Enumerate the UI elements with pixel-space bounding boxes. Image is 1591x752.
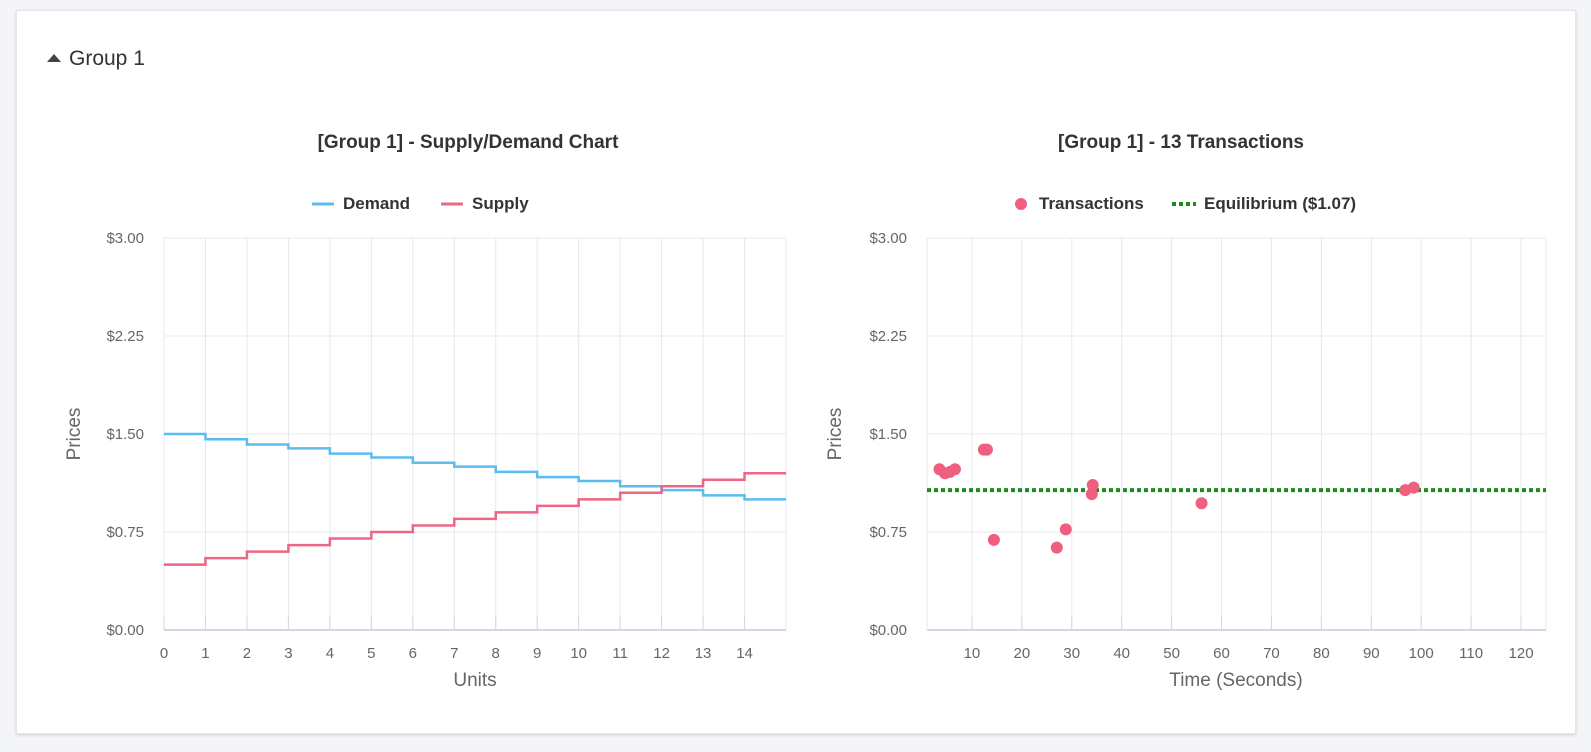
x-tick-label: 3 [284, 645, 292, 662]
y-tick-label: $2.25 [869, 328, 907, 345]
x-tick-label: 13 [695, 645, 712, 662]
legend-item-supply[interactable]: Supply [441, 194, 529, 213]
x-tick-label: 9 [533, 645, 541, 662]
x-tick-label: 120 [1509, 645, 1534, 662]
chart-title: [Group 1] - 13 Transactions [1058, 132, 1304, 153]
group-toggle[interactable]: Group 1 [47, 47, 145, 71]
y-axis-ticks: $0.00 $0.75 $1.50 $2.25 $3.00 [106, 230, 144, 639]
x-tick-label: 50 [1163, 645, 1180, 662]
group-title: Group 1 [69, 47, 145, 70]
x-axis-label: Time (Seconds) [1169, 670, 1302, 691]
y-axis-label: Prices [64, 408, 85, 461]
series-line-supply [164, 471, 786, 566]
legend-item-demand[interactable]: Demand [312, 194, 410, 213]
x-tick-label: 70 [1263, 645, 1280, 662]
transaction-point[interactable] [1195, 497, 1208, 510]
y-tick-label: $0.75 [869, 524, 907, 541]
y-tick-label: $3.00 [106, 230, 144, 247]
y-axis-label: Prices [825, 408, 846, 461]
x-tick-label: 8 [492, 645, 500, 662]
x-tick-label: 11 [612, 645, 628, 662]
x-axis-ticks: 0 1 2 3 4 5 6 7 8 9 10 11 12 13 14 [160, 645, 753, 662]
x-tick-label: 5 [367, 645, 375, 662]
transaction-point[interactable] [1059, 523, 1072, 536]
series-line-demand [164, 432, 786, 501]
transaction-point[interactable] [1407, 481, 1420, 494]
transaction-point[interactable] [1050, 541, 1063, 554]
x-tick-label: 30 [1063, 645, 1080, 662]
legend-label-transactions: Transactions [1039, 194, 1144, 213]
transaction-point[interactable] [1085, 488, 1098, 501]
x-tick-label: 12 [653, 645, 670, 662]
x-tick-label: 10 [964, 645, 981, 662]
caret-up-icon [47, 54, 61, 62]
y-axis-ticks: $0.00 $0.75 $1.50 $2.25 $3.00 [869, 230, 907, 639]
grid [163, 237, 787, 631]
transaction-point[interactable] [987, 533, 1000, 546]
legend-item-equilibrium[interactable]: Equilibrium ($1.07) [1172, 194, 1356, 213]
x-tick-label: 20 [1014, 645, 1031, 662]
grid [926, 237, 1547, 631]
y-tick-label: $1.50 [106, 426, 144, 443]
series-group [927, 443, 1546, 554]
x-tick-label: 14 [736, 645, 753, 662]
x-tick-label: 60 [1213, 645, 1230, 662]
transaction-point[interactable] [1086, 478, 1099, 491]
x-tick-label: 10 [570, 645, 587, 662]
chart-title: [Group 1] - Supply/Demand Chart [318, 132, 620, 153]
x-axis-label: Units [453, 670, 496, 691]
x-tick-label: 100 [1409, 645, 1434, 662]
x-tick-label: 6 [409, 645, 417, 662]
y-tick-label: $0.00 [869, 622, 907, 639]
x-tick-label: 110 [1459, 645, 1483, 662]
y-tick-label: $3.00 [869, 230, 907, 247]
transaction-point[interactable] [980, 443, 993, 456]
legend-swatch-transactions [1015, 198, 1027, 210]
legend-label-supply: Supply [472, 194, 529, 213]
y-tick-label: $2.25 [106, 328, 144, 345]
transaction-point[interactable] [948, 463, 961, 476]
y-tick-label: $0.00 [106, 622, 144, 639]
legend-item-transactions[interactable]: Transactions [1015, 194, 1144, 213]
x-tick-label: 1 [201, 645, 209, 662]
legend-label-demand: Demand [343, 194, 410, 213]
x-tick-label: 2 [243, 645, 251, 662]
x-tick-label: 7 [450, 645, 458, 662]
legend-label-equilibrium: Equilibrium ($1.07) [1204, 194, 1356, 213]
x-tick-label: 4 [326, 645, 334, 662]
y-tick-label: $1.50 [869, 426, 907, 443]
y-tick-label: $0.75 [106, 524, 144, 541]
x-tick-label: 0 [160, 645, 168, 662]
x-tick-label: 80 [1313, 645, 1330, 662]
x-tick-label: 40 [1113, 645, 1130, 662]
x-axis-ticks: 10 20 30 40 50 60 70 80 90 100 110 120 [964, 645, 1534, 662]
transactions-chart: [Group 1] - 13 Transactions Transactions… [825, 132, 1547, 691]
x-tick-label: 90 [1363, 645, 1380, 662]
group-card: Group 1 [16, 10, 1576, 734]
series-group [164, 432, 786, 566]
supply-demand-chart: [Group 1] - Supply/Demand Chart Demand S… [64, 132, 787, 691]
